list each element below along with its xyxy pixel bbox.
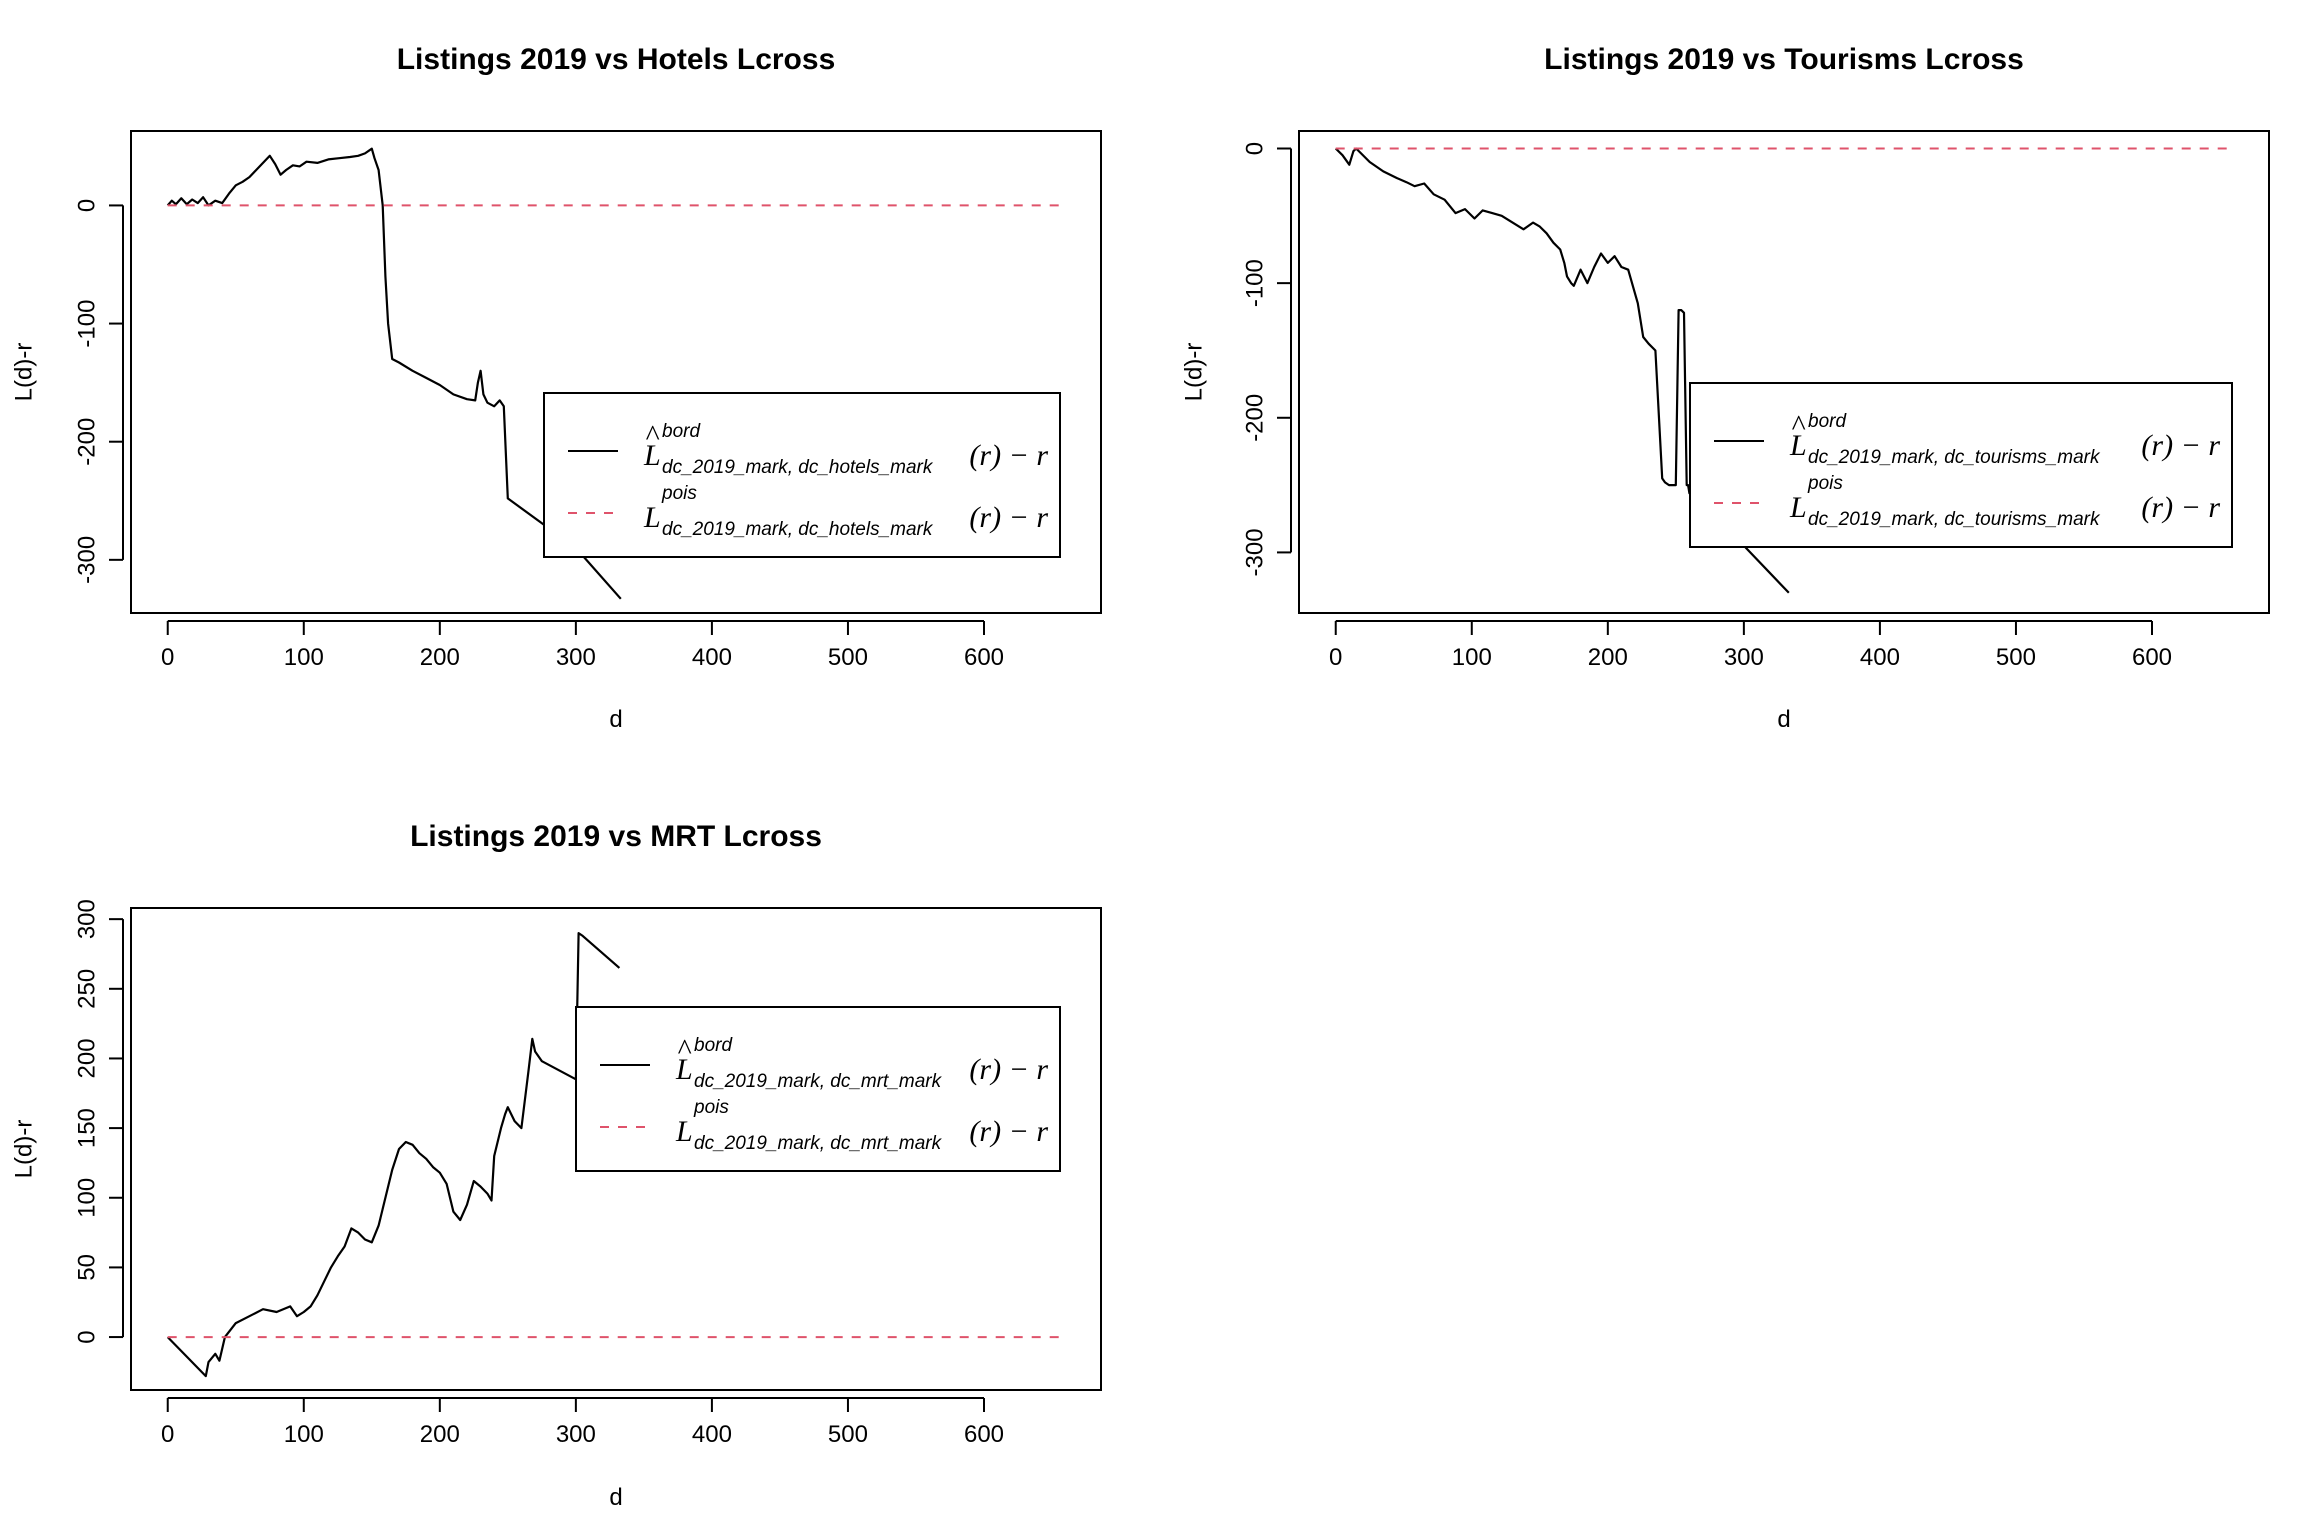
legend-symbol-L: L bbox=[643, 501, 661, 534]
x-tick-label: 600 bbox=[964, 644, 1004, 671]
x-tick-label: 300 bbox=[556, 1421, 596, 1448]
chart-title: Listings 2019 vs MRT Lcross bbox=[410, 820, 822, 853]
legend-subscript: dc_2019_mark, dc_hotels_mark bbox=[662, 457, 934, 478]
x-tick-label: 100 bbox=[284, 1421, 324, 1448]
legend-superscript: bord bbox=[694, 1035, 733, 1056]
legend-tail: (r) − r bbox=[969, 1053, 1048, 1086]
legend-subscript: dc_2019_mark, dc_tourisms_mark bbox=[1808, 447, 2101, 468]
chart-title: Listings 2019 vs Hotels Lcross bbox=[397, 43, 836, 76]
legend-tail: (r) − r bbox=[969, 1115, 1048, 1148]
legend-hat: ^ bbox=[645, 419, 660, 452]
chart-title: Listings 2019 vs Tourisms Lcross bbox=[1544, 43, 2024, 76]
x-tick-label: 300 bbox=[1724, 644, 1764, 671]
panel-hotels-lcross: Listings 2019 vs Hotels Lcross 0 100 200 300… bbox=[11, 43, 1102, 733]
y-tick-label: -300 bbox=[1242, 528, 1269, 576]
legend-box bbox=[575, 1006, 1061, 1172]
y-tick-label: 150 bbox=[74, 1108, 101, 1148]
x-tick-label: 600 bbox=[964, 1421, 1004, 1448]
legend-subscript: dc_2019_mark, dc_hotels_mark bbox=[662, 519, 934, 540]
legend-symbol-L: L bbox=[1789, 429, 1807, 462]
legend-subscript: dc_2019_mark, dc_tourisms_mark bbox=[1808, 509, 2101, 530]
y-axis-label: L(d)-r bbox=[11, 1120, 38, 1179]
y-tick-label: -200 bbox=[1242, 394, 1269, 442]
legend-hat: ^ bbox=[1791, 409, 1806, 442]
x-tick-label: 600 bbox=[2132, 644, 2172, 671]
y-axis-label: L(d)-r bbox=[11, 343, 38, 402]
legend-subscript: dc_2019_mark, dc_mrt_mark bbox=[694, 1071, 943, 1092]
x-axis-label: d bbox=[609, 706, 622, 733]
y-tick-label: 300 bbox=[74, 899, 101, 939]
y-tick-label: -100 bbox=[74, 300, 101, 348]
x-axis-label: d bbox=[609, 1484, 622, 1511]
y-tick-label: -300 bbox=[74, 536, 101, 584]
x-tick-label: 400 bbox=[1860, 644, 1900, 671]
legend-symbol-L: L bbox=[675, 1053, 693, 1086]
y-tick-label: 0 bbox=[74, 199, 101, 212]
y-tick-label: -100 bbox=[1242, 259, 1269, 307]
legend-box bbox=[543, 392, 1061, 558]
x-tick-label: 300 bbox=[556, 644, 596, 671]
legend-superscript: bord bbox=[662, 421, 701, 442]
legend-hat: ^ bbox=[677, 1033, 692, 1066]
legend-tail: (r) − r bbox=[969, 501, 1048, 534]
x-tick-label: 400 bbox=[692, 1421, 732, 1448]
y-tick-label: 200 bbox=[74, 1038, 101, 1078]
legend-superscript: pois bbox=[661, 483, 697, 504]
y-tick-label: 100 bbox=[74, 1178, 101, 1218]
legend-superscript: bord bbox=[1808, 411, 1847, 432]
legend-box bbox=[1689, 382, 2233, 548]
plot-frame bbox=[130, 907, 1102, 1391]
legend-tail: (r) − r bbox=[2141, 491, 2220, 524]
y-tick-label: 0 bbox=[1242, 142, 1269, 155]
legend-superscript: pois bbox=[693, 1097, 729, 1118]
y-tick-label: 50 bbox=[74, 1254, 101, 1281]
legend-subscript: dc_2019_mark, dc_mrt_mark bbox=[694, 1133, 943, 1154]
x-tick-label: 100 bbox=[284, 644, 324, 671]
x-tick-label: 200 bbox=[1588, 644, 1628, 671]
panel-tourisms-lcross: Listings 2019 vs Tourisms Lcross 0 100 200 3… bbox=[1181, 43, 2270, 733]
x-tick-label: 400 bbox=[692, 644, 732, 671]
x-tick-label: 500 bbox=[828, 644, 868, 671]
series-line-bord bbox=[166, 147, 622, 600]
y-tick-label: 0 bbox=[74, 1330, 101, 1343]
x-tick-label: 0 bbox=[1329, 644, 1342, 671]
legend-symbol-L: L bbox=[1789, 491, 1807, 524]
panel-mrt-lcross: Listings 2019 vs MRT Lcross 0 100 200 300 400… bbox=[11, 820, 1102, 1511]
x-tick-label: 100 bbox=[1452, 644, 1492, 671]
legend-tail: (r) − r bbox=[2141, 429, 2220, 462]
x-tick-label: 500 bbox=[1996, 644, 2036, 671]
series-line-bord bbox=[1334, 147, 1790, 594]
plot-frame bbox=[130, 130, 1102, 614]
y-tick-label: 250 bbox=[74, 969, 101, 1009]
y-tick-label: -200 bbox=[74, 418, 101, 466]
x-tick-label: 200 bbox=[420, 1421, 460, 1448]
series-line-bord bbox=[166, 932, 621, 1378]
x-axis-label: d bbox=[1777, 706, 1790, 733]
y-axis-label: L(d)-r bbox=[1181, 343, 1208, 402]
x-tick-label: 200 bbox=[420, 644, 460, 671]
legend-superscript: pois bbox=[1807, 473, 1843, 494]
x-tick-label: 0 bbox=[161, 644, 174, 671]
x-tick-label: 500 bbox=[828, 1421, 868, 1448]
legend-tail: (r) − r bbox=[969, 439, 1048, 472]
legend-symbol-L: L bbox=[643, 439, 661, 472]
legend-symbol-L: L bbox=[675, 1115, 693, 1148]
plot-frame bbox=[1298, 130, 2270, 614]
x-tick-label: 0 bbox=[161, 1421, 174, 1448]
